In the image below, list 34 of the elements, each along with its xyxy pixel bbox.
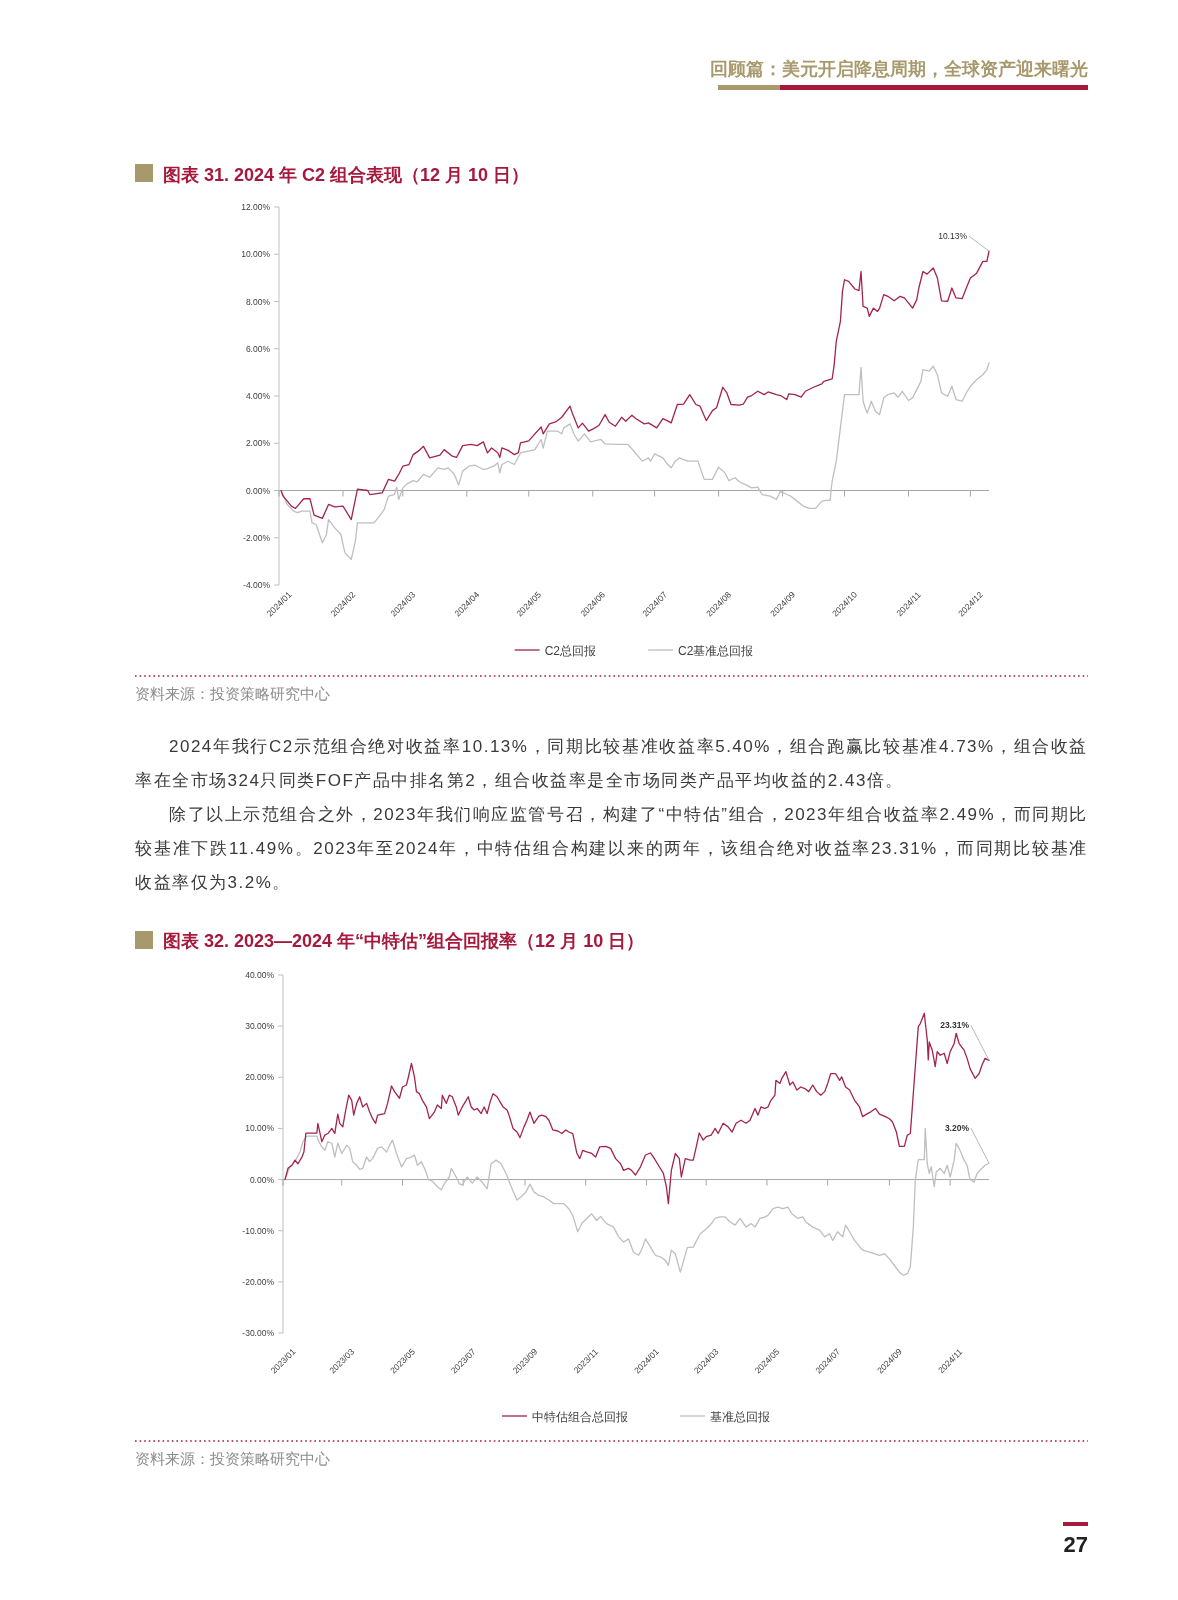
y-tick-label: -2.00% [243, 532, 271, 543]
y-tick-label: 0.00% [245, 485, 271, 496]
y-tick-label: 12.00% [241, 202, 271, 212]
y-tick-label: 8.00% [245, 296, 271, 307]
line-series [280, 250, 990, 521]
y-tick-label: 20.00% [245, 1072, 275, 1083]
y-tick-label: 4.00% [245, 391, 271, 401]
chart-title: 图表 31. 2024 年 C2 组合表现（12 月 10 日） [163, 165, 530, 185]
annotation: 3.20% [944, 1123, 970, 1134]
y-tick-label: 10.00% [241, 249, 271, 260]
y-tick-label: -30.00% [242, 1328, 275, 1338]
y-tick-label: 0.00% [249, 1174, 275, 1185]
y-tick-label: 30.00% [245, 1021, 275, 1032]
legend-label: 中特估组合总回报 [532, 1409, 628, 1424]
y-tick-label: -10.00% [242, 1225, 275, 1236]
y-tick-label: 10.00% [245, 1123, 275, 1134]
text: 除了以上示范组合之外，2023年我们响应监管号召，构建了“中特估”组合，2023年组合收益率2.49%，而同期比较基准下跌11.49%。2023年至2024年，中特估组合构建以来的两年，该组合绝对收益率23.31%，而同期比较基准收益率仅为3.2%。 [135, 804, 1088, 894]
text: 资料来源：投资策略研究中心 [135, 686, 330, 702]
y-tick-label: 6.00% [245, 343, 271, 354]
y-tick-label: -20.00% [242, 1276, 275, 1287]
text: 27 [1063, 1532, 1088, 1557]
legend-label: C2总回报 [544, 643, 597, 658]
y-tick-label: 2.00% [245, 438, 271, 449]
text: 回顾篇：美元开启降息周期，全球资产迎来曙光 [710, 59, 1088, 79]
text: 资料来源：投资策略研究中心 [135, 1451, 330, 1467]
y-tick-label: -4.00% [243, 580, 271, 590]
y-tick-label: 40.00% [245, 970, 275, 980]
chart-title: 图表 32. 2023—2024 年“中特估”组合回报率（12 月 10 日） [163, 931, 645, 951]
text: 2024年我行C2示范组合绝对收益率10.13%，同期比较基准收益率5.40%，组合跑赢比较基准4.73%，组合收益率在全市场324只同类FOF产品中排名第2，组合收益率是全市场同类产品平均收益的2.43倍。 [135, 736, 1088, 792]
legend-label: 基准总回报 [710, 1409, 770, 1424]
annotation: 23.31% [940, 1020, 970, 1031]
line-series [284, 1012, 990, 1205]
legend-label: C2基准总回报 [678, 643, 754, 658]
annotation: 10.13% [938, 231, 968, 242]
